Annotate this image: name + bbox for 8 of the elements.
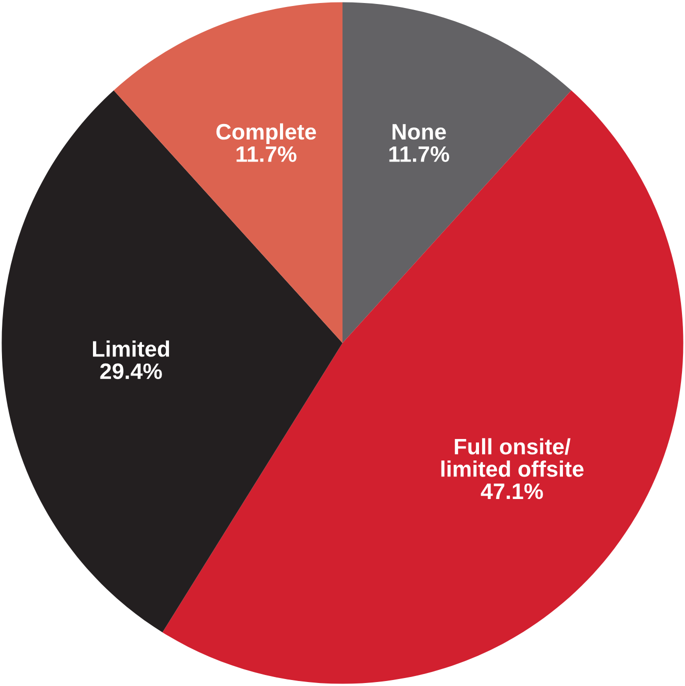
slice-label: Complete [216,123,316,144]
slice-label: Limited [92,340,170,357]
data-label: 47.1% [480,483,543,500]
data-label: 29.4% [100,363,162,380]
data-label: 11.7% [236,146,296,162]
slice-label: Full onsite/ limited offsite [441,438,584,477]
slice-label: None [392,124,446,140]
data-label: 11.7% [389,146,450,162]
